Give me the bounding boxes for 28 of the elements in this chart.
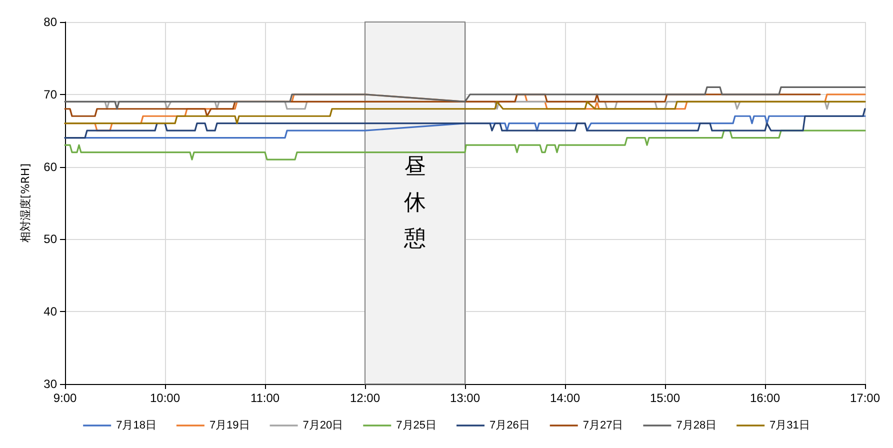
legend-label: 7月28日	[676, 420, 717, 432]
legend-label: 7月20日	[302, 420, 344, 432]
line-series	[64, 100, 866, 124]
legend-label: 7月27日	[582, 420, 624, 432]
legend-label: 7月25日	[396, 420, 437, 432]
x-tick-label: 17:00	[850, 391, 880, 405]
line-series	[64, 86, 866, 110]
band-label: 昼休憩	[403, 154, 426, 252]
x-tick-label: 16:00	[750, 391, 780, 405]
x-tick-label: 10:00	[150, 391, 180, 405]
legend-label: 7月31日	[770, 420, 810, 432]
y-tick-label: 60	[44, 160, 58, 174]
x-tick-label: 13:00	[450, 391, 480, 405]
line-series	[64, 108, 866, 139]
y-tick-label: 30	[44, 377, 58, 391]
y-axis-title: 相対湿度[%RH]	[19, 164, 32, 242]
legend-label: 7月26日	[490, 420, 530, 432]
x-tick-label: 9:00	[53, 391, 77, 405]
y-tick-label: 70	[44, 87, 58, 102]
y-tick-label: 80	[44, 15, 58, 29]
x-tick-label: 14:00	[550, 391, 580, 405]
y-tick-label: 40	[44, 304, 58, 319]
x-tick-label: 12:00	[350, 391, 380, 405]
x-tick-label: 15:00	[650, 391, 680, 405]
x-tick-label: 11:00	[250, 391, 280, 405]
y-tick-label: 50	[44, 232, 58, 246]
legend-label: 7月19日	[209, 420, 250, 432]
legend-label: 7月18日	[116, 420, 156, 432]
